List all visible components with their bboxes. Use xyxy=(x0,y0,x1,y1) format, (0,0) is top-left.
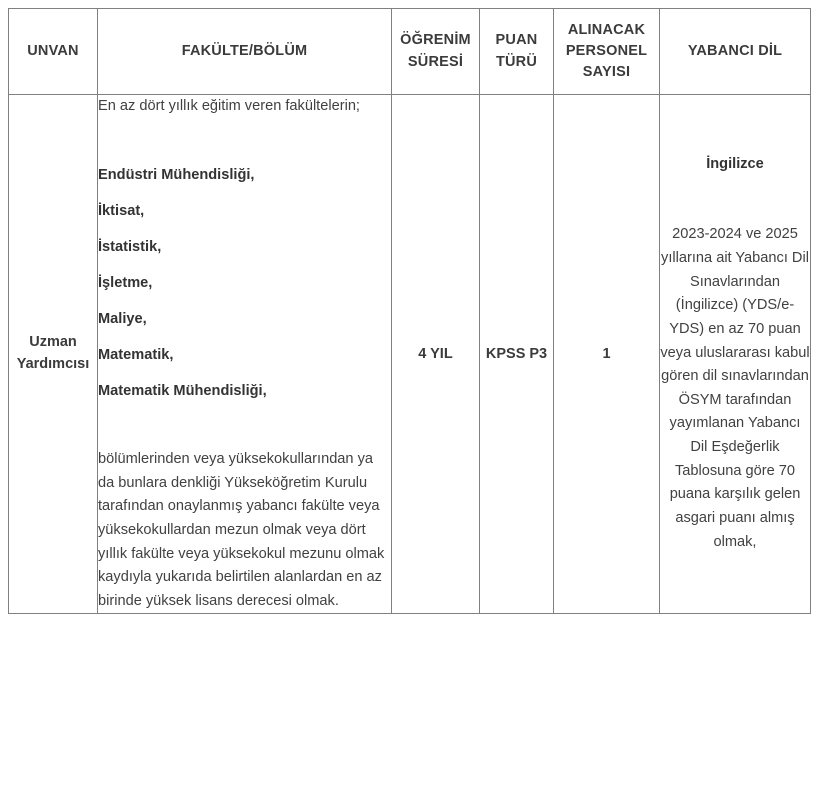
list-item: Matematik, xyxy=(98,346,174,363)
column-header-puan-turu-line-2: TÜRÜ xyxy=(495,53,538,70)
column-header-alinacak-personel-sayisi-line-3: SAYISI xyxy=(582,64,631,80)
column-header-ogrenim-suresi-line-2: SÜRESİ xyxy=(407,53,464,70)
table-body: Uzman Yardımcısı En az dört yıllık eğiti… xyxy=(8,93,811,615)
list-item: İşletme, xyxy=(98,274,153,291)
fakulte-intro-text: En az dört yıllık eğitim veren fakültele… xyxy=(98,98,360,114)
yabanci-dil-detail: 2023-2024 ve 2025 yıllarına ait Yabancı … xyxy=(660,226,810,550)
cell-yabanci-dil: İngilizce 2023-2024 ve 2025 yıllarına ai… xyxy=(659,93,811,615)
column-header-puan-turu: PUAN TÜRÜ xyxy=(479,8,554,95)
list-item: İktisat, xyxy=(98,202,145,219)
fakulte-spacer-top xyxy=(98,119,391,143)
fakulte-spacer-bottom xyxy=(98,401,391,425)
column-header-unvan-line-1: UNVAN xyxy=(27,42,79,59)
cell-alinacak-personel-sayisi: 1 xyxy=(553,93,660,615)
column-header-unvan: UNVAN xyxy=(8,8,98,95)
dil-spacer-2 xyxy=(660,200,810,224)
table-header: UNVAN FAKÜLTE/BÖLÜM ÖĞRENİM SÜRESİ PUAN … xyxy=(8,8,811,95)
dil-spacer-1 xyxy=(660,176,810,200)
column-header-puan-turu-line-1: PUAN xyxy=(495,32,538,49)
cell-puan-turu: KPSS P3 xyxy=(479,93,554,615)
fakulte-spacer-top-2 xyxy=(98,142,391,166)
column-header-yabanci-dil-line-1: YABANCI DİL xyxy=(687,42,783,59)
column-header-alinacak-personel-sayisi: ALINACAK PERSONEL SAYISI xyxy=(553,8,660,95)
list-item: Endüstri Mühendisliği, xyxy=(98,166,255,183)
column-header-alinacak-personel-sayisi-line-1: ALINACAK xyxy=(567,21,646,38)
table-row: Uzman Yardımcısı En az dört yıllık eğiti… xyxy=(8,93,811,615)
personnel-requirements-table: UNVAN FAKÜLTE/BÖLÜM ÖĞRENİM SÜRESİ PUAN … xyxy=(8,8,811,615)
cell-fakulte-bolum: En az dört yıllık eğitim veren fakültele… xyxy=(97,93,392,615)
department-list: Endüstri Mühendisliği, İktisat, İstatist… xyxy=(98,166,391,401)
list-item: Matematik Mühendisliği, xyxy=(98,382,267,399)
table-header-row: UNVAN FAKÜLTE/BÖLÜM ÖĞRENİM SÜRESİ PUAN … xyxy=(8,8,811,95)
list-item: İstatistik, xyxy=(98,238,162,255)
column-header-ogrenim-suresi-line-1: ÖĞRENİM xyxy=(400,32,471,49)
list-item: Maliye, xyxy=(98,310,147,327)
fakulte-spacer-bottom-2 xyxy=(98,424,391,448)
unvan-line-1: Uzman xyxy=(29,334,77,351)
cell-ogrenim-suresi: 4 YIL xyxy=(391,93,480,615)
column-header-ogrenim-suresi: ÖĞRENİM SÜRESİ xyxy=(391,8,480,95)
column-header-alinacak-personel-sayisi-line-2: PERSONEL xyxy=(565,42,648,59)
fakulte-outro-text: bölümlerinden veya yüksekokullarından ya… xyxy=(98,450,385,609)
column-header-yabanci-dil: YABANCI DİL xyxy=(659,8,811,95)
cell-unvan: Uzman Yardımcısı xyxy=(8,93,98,615)
unvan-line-2: Yardımcısı xyxy=(16,356,90,373)
column-header-fakulte-bolum: FAKÜLTE/BÖLÜM xyxy=(97,8,392,95)
column-header-fakulte-bolum-line-1: FAKÜLTE/BÖLÜM xyxy=(181,42,308,59)
yabanci-dil-title: İngilizce xyxy=(706,156,764,173)
